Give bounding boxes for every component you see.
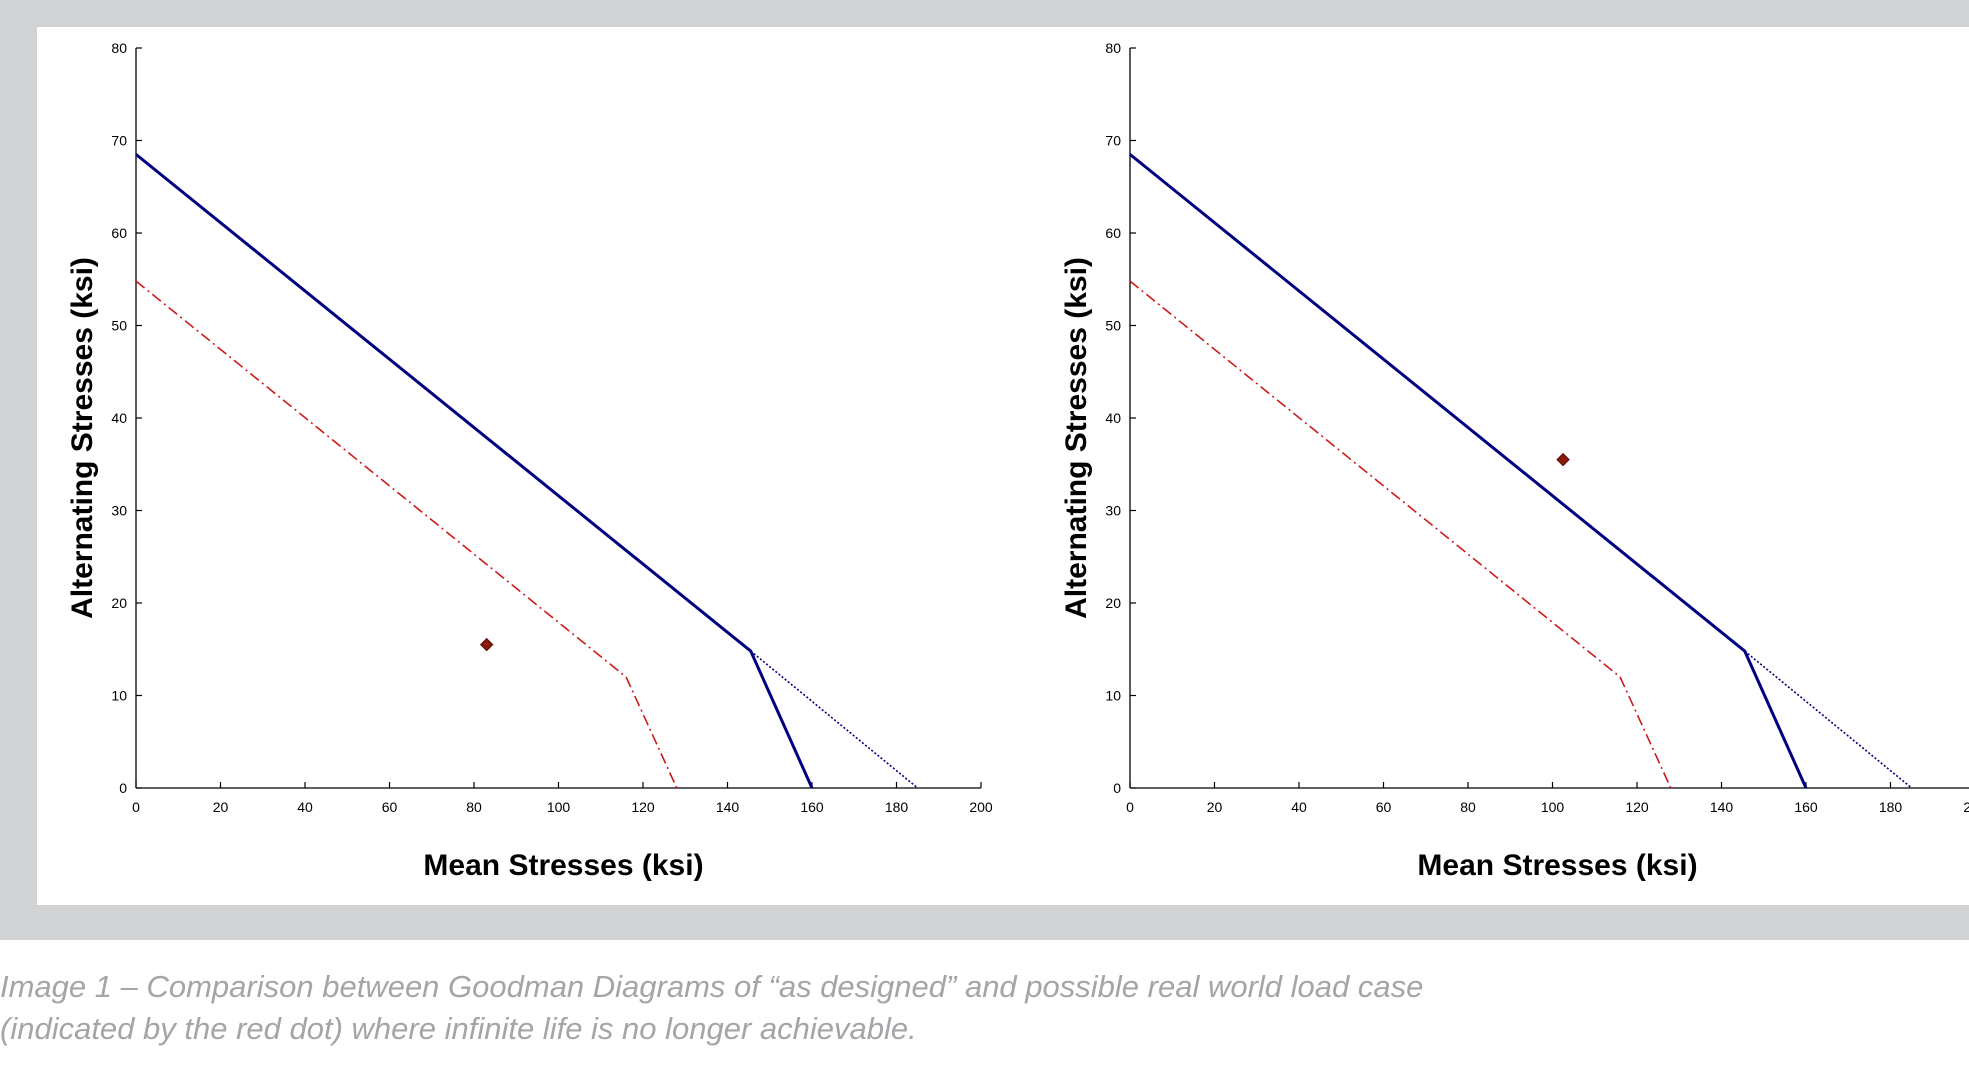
x-tick-label: 180	[885, 799, 909, 815]
x-tick-label: 40	[297, 799, 313, 815]
x-tick-label: 120	[631, 799, 655, 815]
y-tick-label: 60	[111, 225, 127, 241]
y-tick-label: 20	[1105, 595, 1121, 611]
x-tick-label: 140	[716, 799, 740, 815]
x-tick-label: 160	[1794, 799, 1818, 815]
y-axis-title: Alternating Stresses (ksi)	[66, 257, 99, 619]
x-tick-label: 160	[800, 799, 824, 815]
x-tick-label: 100	[1541, 799, 1565, 815]
y-axis-title: Alternating Stresses (ksi)	[1060, 257, 1093, 619]
safety-factor-line	[135, 280, 678, 789]
load-case-marker	[479, 637, 494, 652]
x-tick-label: 140	[1710, 799, 1734, 815]
safety-factor-line	[1129, 280, 1672, 789]
y-tick-label: 40	[111, 410, 127, 426]
caption-line-1: Image 1 – Comparison between Goodman Dia…	[0, 969, 1424, 1004]
x-tick-label: 40	[1291, 799, 1307, 815]
figure-frame: 0 10 20 30 40 50 60 70 80 0 20 40 60 80 100 120 140 160 18…	[0, 0, 1969, 940]
y-tick-label: 50	[111, 318, 127, 334]
goodman-line	[135, 153, 814, 789]
y-tick-label: 70	[111, 133, 127, 149]
caption-line-2: (indicated by the red dot) where infinit…	[0, 1011, 917, 1046]
y-tick-label: 80	[1105, 40, 1121, 56]
goodman-chart-real-world: 0 10 20 30 40 50 60 70 80 0 20 40 60 80 100 120 140 160 18…	[1060, 40, 1969, 882]
x-axis-title: Mean Stresses (ksi)	[423, 849, 703, 882]
x-tick-label: 20	[213, 799, 229, 815]
y-tick-label: 30	[1105, 503, 1121, 519]
charts-panel: 0 10 20 30 40 50 60 70 80 0 20 40 60 80 100 120 140 160 18…	[37, 27, 1969, 905]
x-tick-label: 200	[1963, 799, 1969, 815]
y-tick-label: 50	[1105, 318, 1121, 334]
goodman-extension-line	[750, 650, 919, 789]
y-tick-label: 30	[111, 503, 127, 519]
x-tick-label: 180	[1879, 799, 1903, 815]
y-tick-label: 40	[1105, 410, 1121, 426]
goodman-extension-line	[1744, 650, 1913, 789]
y-tick-label: 10	[1105, 688, 1121, 704]
x-tick-label: 200	[969, 799, 993, 815]
x-tick-label: 80	[1460, 799, 1476, 815]
load-case-marker	[1556, 452, 1570, 467]
x-tick-label: 0	[1126, 799, 1134, 815]
x-tick-label: 100	[547, 799, 571, 815]
y-tick-label: 70	[1105, 133, 1121, 149]
figure-caption: Image 1 – Comparison between Goodman Dia…	[0, 966, 1969, 1050]
y-tick-label: 0	[1113, 780, 1121, 796]
y-tick-label: 20	[111, 595, 127, 611]
goodman-line	[1129, 153, 1808, 789]
y-tick-label: 80	[111, 40, 127, 56]
x-tick-label: 20	[1207, 799, 1223, 815]
x-axis-title: Mean Stresses (ksi)	[1417, 849, 1697, 882]
x-tick-label: 80	[466, 799, 482, 815]
y-tick-label: 0	[119, 780, 127, 796]
y-tick-label: 60	[1105, 225, 1121, 241]
goodman-chart-as-designed: 0 10 20 30 40 50 60 70 80 0 20 40 60 80 100 120 140 160 18…	[66, 40, 993, 882]
x-tick-label: 60	[382, 799, 398, 815]
x-tick-label: 60	[1376, 799, 1392, 815]
x-tick-label: 120	[1625, 799, 1649, 815]
x-tick-label: 0	[132, 799, 140, 815]
y-tick-label: 10	[111, 688, 127, 704]
